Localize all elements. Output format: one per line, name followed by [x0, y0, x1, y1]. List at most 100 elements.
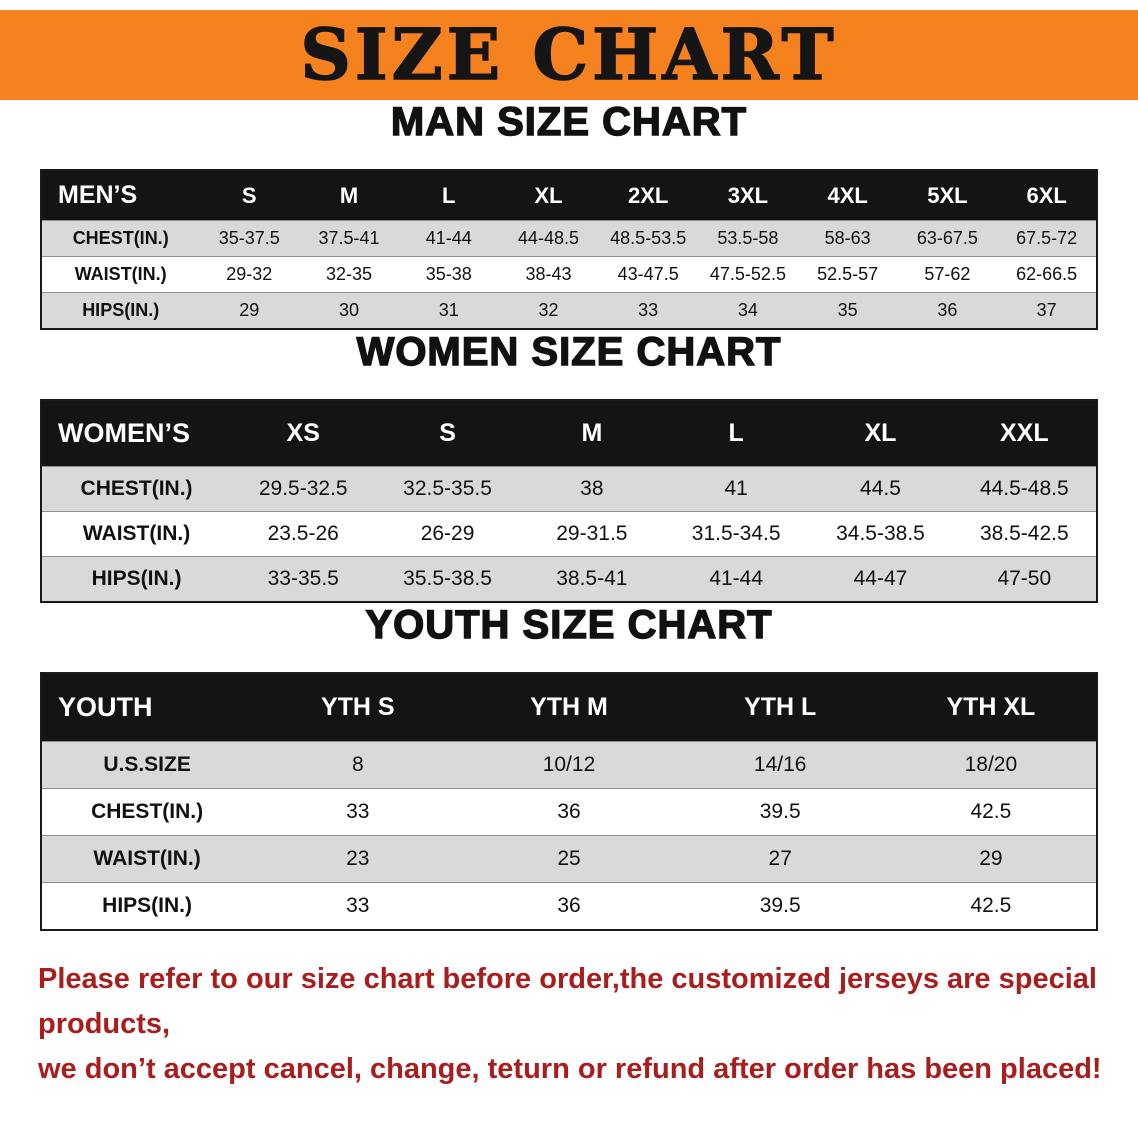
table-title-cell: YOUTH	[41, 673, 253, 742]
value-cell: 53.5-58	[698, 220, 798, 257]
value-cell: 27	[674, 835, 886, 883]
value-cell: 67.5-72	[997, 220, 1097, 257]
value-cell: 35-37.5	[199, 220, 300, 257]
row-label-cell: WAIST(IN.)	[41, 511, 232, 557]
value-cell: 44-48.5	[498, 220, 599, 257]
womens-size-table: WOMEN’S XS S M L XL XXL CHEST(IN.) 29.5-32.5 32.5…	[40, 399, 1098, 603]
value-cell: 33	[598, 292, 699, 329]
row-label-cell: HIPS(IN.)	[41, 556, 232, 602]
table-header-row: YOUTH YTH S YTH M YTH L YTH XL	[41, 673, 1097, 742]
value-cell: 37	[997, 292, 1097, 329]
value-cell: 23	[252, 835, 464, 883]
value-cell: 36	[463, 788, 675, 836]
size-header-cell: L	[398, 170, 499, 221]
value-cell: 47-50	[952, 556, 1097, 602]
value-cell: 41	[664, 466, 809, 512]
size-header-cell: YTH XL	[885, 673, 1097, 742]
size-header-cell: 6XL	[997, 170, 1097, 221]
row-label-cell: WAIST(IN.)	[41, 835, 253, 883]
table-row: WAIST(IN.) 29-32 32-35 35-38 38-43 43-47.5 47.…	[41, 256, 1097, 293]
value-cell: 44-47	[808, 556, 953, 602]
table-row: HIPS(IN.) 33 36 39.5 42.5	[41, 882, 1097, 930]
value-cell: 35-38	[398, 256, 499, 293]
value-cell: 36	[463, 882, 675, 930]
value-cell: 23.5-26	[231, 511, 376, 557]
value-cell: 10/12	[463, 741, 675, 789]
value-cell: 18/20	[885, 741, 1097, 789]
size-header-cell: 5XL	[897, 170, 998, 221]
value-cell: 8	[252, 741, 464, 789]
note-line-1: Please refer to our size chart before or…	[38, 963, 1097, 1040]
row-label-cell: WAIST(IN.)	[41, 256, 200, 293]
women-size-chart-heading: WOMEN SIZE CHART	[356, 329, 782, 374]
value-cell: 29	[885, 835, 1097, 883]
value-cell: 30	[299, 292, 399, 329]
value-cell: 42.5	[885, 788, 1097, 836]
value-cell: 52.5-57	[797, 256, 898, 293]
row-label-cell: HIPS(IN.)	[41, 292, 200, 329]
value-cell: 14/16	[674, 741, 886, 789]
table-row: CHEST(IN.) 35-37.5 37.5-41 41-44 44-48.5 48.5…	[41, 220, 1097, 257]
table-row: HIPS(IN.) 29 30 31 32 33 34 35 36 37	[41, 292, 1097, 329]
disclaimer-note: Please refer to our size chart before or…	[38, 957, 1108, 1092]
row-label-cell: U.S.SIZE	[41, 741, 253, 789]
man-size-chart-heading: MAN SIZE CHART	[390, 99, 748, 144]
table-header-row: WOMEN’S XS S M L XL XXL	[41, 400, 1097, 467]
size-header-cell: YTH S	[252, 673, 464, 742]
size-header-cell: YTH L	[674, 673, 886, 742]
value-cell: 35.5-38.5	[375, 556, 520, 602]
size-header-cell: YTH M	[463, 673, 675, 742]
size-header-cell: S	[375, 400, 520, 467]
value-cell: 38	[519, 466, 665, 512]
value-cell: 33-35.5	[231, 556, 376, 602]
note-line-2: we don’t accept cancel, change, teturn o…	[38, 1052, 1102, 1085]
value-cell: 29	[199, 292, 300, 329]
table-row: WAIST(IN.) 23.5-26 26-29 29-31.5 31.5-34.5 34…	[41, 511, 1097, 557]
table-row: CHEST(IN.) 33 36 39.5 42.5	[41, 788, 1097, 836]
value-cell: 33	[252, 788, 464, 836]
value-cell: 36	[897, 292, 998, 329]
value-cell: 41-44	[664, 556, 809, 602]
value-cell: 34.5-38.5	[808, 511, 953, 557]
value-cell: 37.5-41	[299, 220, 399, 257]
value-cell: 32-35	[299, 256, 399, 293]
value-cell: 63-67.5	[897, 220, 998, 257]
value-cell: 31	[398, 292, 499, 329]
value-cell: 29-32	[199, 256, 300, 293]
size-header-cell: S	[199, 170, 300, 221]
row-label-cell: HIPS(IN.)	[41, 882, 253, 930]
value-cell: 25	[463, 835, 675, 883]
table-title-cell: WOMEN’S	[41, 400, 232, 467]
size-table: WOMEN’S XS S M L XL XXL CHEST(IN.) 29.5-32.5 32.5…	[40, 399, 1098, 603]
value-cell: 44.5-48.5	[952, 466, 1097, 512]
size-header-cell: XL	[498, 170, 599, 221]
table-row: U.S.SIZE 8 10/12 14/16 18/20	[41, 741, 1097, 789]
size-header-cell: XXL	[952, 400, 1097, 467]
value-cell: 41-44	[398, 220, 499, 257]
size-header-cell: M	[299, 170, 399, 221]
size-header-cell: 2XL	[598, 170, 699, 221]
size-header-cell: 3XL	[698, 170, 798, 221]
size-header-cell: M	[519, 400, 665, 467]
table-title-cell: MEN’S	[41, 170, 200, 221]
row-label-cell: CHEST(IN.)	[41, 788, 253, 836]
value-cell: 38.5-41	[519, 556, 665, 602]
value-cell: 38.5-42.5	[952, 511, 1097, 557]
table-row: HIPS(IN.) 33-35.5 35.5-38.5 38.5-41 41-44 44-…	[41, 556, 1097, 602]
value-cell: 26-29	[375, 511, 520, 557]
value-cell: 31.5-34.5	[664, 511, 809, 557]
row-label-cell: CHEST(IN.)	[41, 466, 232, 512]
value-cell: 38-43	[498, 256, 599, 293]
value-cell: 47.5-52.5	[698, 256, 798, 293]
size-header-cell: XS	[231, 400, 376, 467]
row-label-cell: CHEST(IN.)	[41, 220, 200, 257]
value-cell: 35	[797, 292, 898, 329]
banner: SIZE CHART	[0, 10, 1138, 100]
value-cell: 32.5-35.5	[375, 466, 520, 512]
value-cell: 39.5	[674, 788, 886, 836]
size-table: YOUTH YTH S YTH M YTH L YTH XL U.S.SIZE 8 10/12…	[40, 672, 1098, 931]
table-header-row: MEN’S S M L XL 2XL 3XL 4XL 5XL 6XL	[41, 170, 1097, 221]
value-cell: 39.5	[674, 882, 886, 930]
size-header-cell: 4XL	[797, 170, 898, 221]
